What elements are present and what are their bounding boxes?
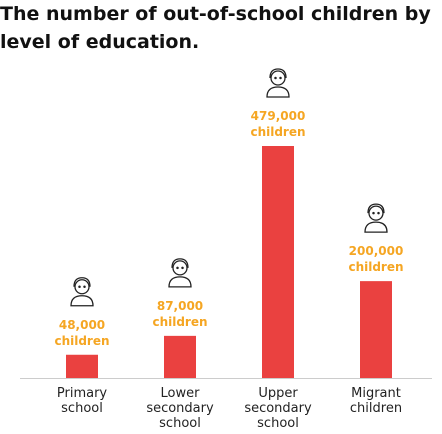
bar [262,146,294,378]
icon-hair [171,258,189,268]
icon-body [168,276,192,288]
icon-hair [269,68,287,79]
person-icon [266,68,290,98]
chart-title: The number of out-of-school children by … [0,3,431,53]
category-label: Lower secondary school [146,386,214,431]
icon-body [364,221,388,233]
bar [360,281,392,378]
icon-head [74,279,90,295]
icon-eye [176,266,179,270]
icon-eye [279,76,282,80]
person-icon [364,203,388,233]
bar [66,354,98,378]
icon-eye [377,211,380,215]
icon-head [368,205,384,221]
icon-hair [367,203,385,214]
icon-eye [181,266,184,270]
person-icon [168,258,192,288]
icon-body [70,295,94,307]
icon-eye [274,76,277,80]
value-label: 479,000 children [250,109,306,139]
category-label: Migrant children [349,386,403,416]
icon-body [266,86,290,98]
icon-head [172,260,188,276]
icon-eye [83,285,86,289]
icon-eye [372,211,375,215]
value-label: 87,000 children [152,298,208,329]
icon-hair [73,277,91,287]
bar [164,335,196,378]
person-icon [70,277,94,307]
value-label: 200,000 children [348,244,404,275]
icon-head [270,70,286,86]
category-label: Upper secondary school [244,386,312,431]
value-label: 48,000 children [54,317,110,348]
icon-eye [78,285,81,289]
category-label: Primary school [56,386,108,416]
